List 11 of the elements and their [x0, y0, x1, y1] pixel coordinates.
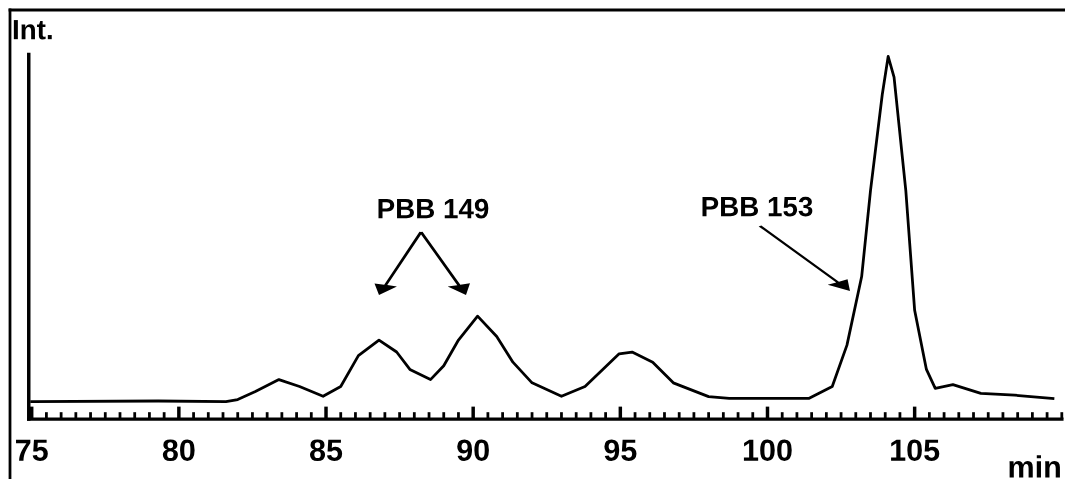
x-tick-label: 75 — [16, 439, 48, 462]
x-tick-label: 100 — [743, 439, 792, 462]
x-tick-label: 80 — [162, 439, 195, 462]
x-axis-title: min — [1009, 455, 1060, 478]
x-tick-label: 105 — [891, 439, 940, 462]
x-tick-label: 95 — [604, 439, 637, 462]
x-tick-label: 90 — [457, 439, 489, 462]
x-tick-label: 85 — [309, 439, 343, 462]
y-axis-title: Int. — [13, 20, 52, 40]
annotation: PBB 149 — [378, 198, 489, 219]
annotation: PBB 153 — [702, 196, 813, 217]
